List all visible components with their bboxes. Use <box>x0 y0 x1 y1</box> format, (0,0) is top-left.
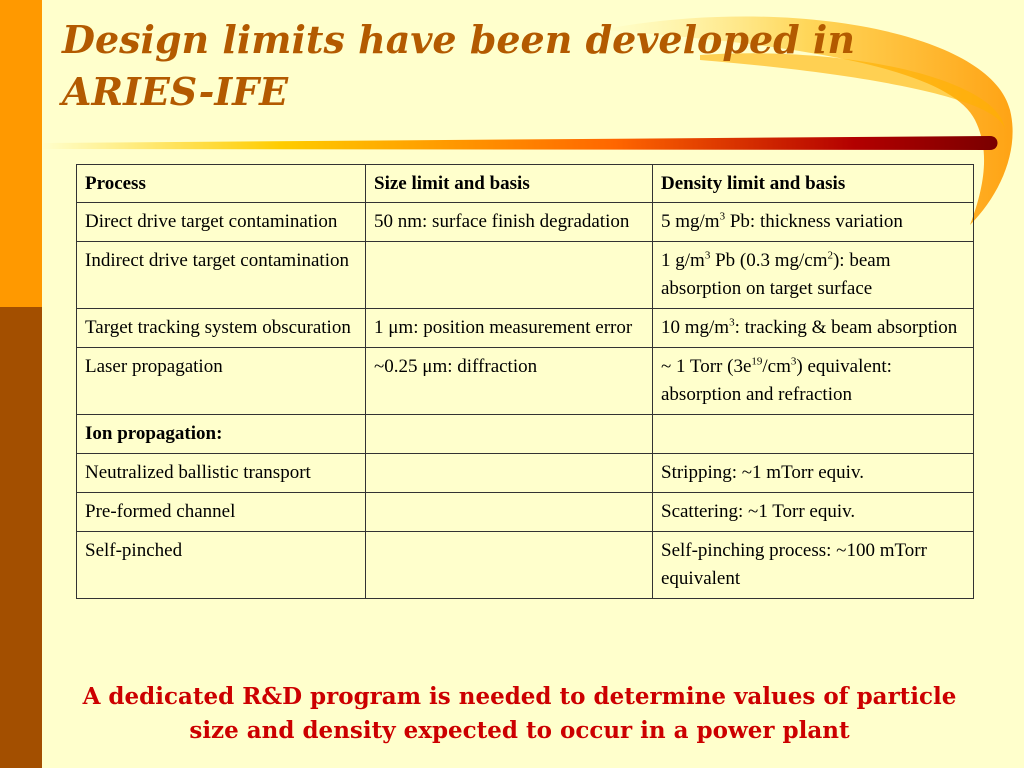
process-cell: Self-pinched <box>76 531 366 599</box>
density-limit-cell: Self-pinching process: ~100 mTorr equiva… <box>652 531 974 599</box>
density-limit-cell <box>652 414 974 454</box>
density-limit-cell: ~ 1 Torr (3e19/cm3) equivalent: absorpti… <box>652 347 974 415</box>
table-row: Pre-formed channel Scattering: ~1 Torr e… <box>76 492 974 532</box>
column-header-density-limit: Density limit and basis <box>652 164 974 203</box>
density-limit-cell: 10 mg/m3: tracking & beam absorption <box>652 308 974 348</box>
size-limit-cell <box>365 531 653 599</box>
decorative-swoosh <box>42 16 1013 225</box>
table-row: Laser propagation ~0.25 μm: diffraction … <box>76 347 974 415</box>
size-limit-cell: 50 nm: surface finish degradation <box>365 202 653 242</box>
process-cell: Indirect drive target contamination <box>76 241 366 309</box>
table-row: Neutralized ballistic transport Strippin… <box>76 453 974 493</box>
table-header-row: Process Size limit and basis Density lim… <box>76 164 974 203</box>
table-row-section-header: Ion propagation: <box>76 414 974 454</box>
size-limit-cell <box>365 453 653 493</box>
size-limit-cell <box>365 241 653 309</box>
column-header-size-limit: Size limit and basis <box>365 164 653 203</box>
design-limits-table: Process Size limit and basis Density lim… <box>76 164 974 599</box>
table-row: Target tracking system obscuration 1 μm:… <box>76 308 974 348</box>
process-cell: Direct drive target contamination <box>76 202 366 242</box>
process-cell: Laser propagation <box>76 347 366 415</box>
left-accent-bar-brown <box>0 307 42 768</box>
column-header-process: Process <box>76 164 366 203</box>
density-limit-cell: 1 g/m3 Pb (0.3 mg/cm2): beam absorption … <box>652 241 974 309</box>
table-row: Indirect drive target contamination 1 g/… <box>76 241 974 309</box>
density-limit-cell: Stripping: ~1 mTorr equiv. <box>652 453 974 493</box>
size-limit-cell: ~0.25 μm: diffraction <box>365 347 653 415</box>
process-cell: Ion propagation: <box>76 414 366 454</box>
rnd-program-note: A dedicated R&D program is needed to det… <box>82 683 957 744</box>
process-cell: Target tracking system obscuration <box>76 308 366 348</box>
slide-title: Design limits have been developed in ARI… <box>62 17 855 114</box>
table-row: Direct drive target contamination 50 nm:… <box>76 202 974 242</box>
process-cell: Neutralized ballistic transport <box>76 453 366 493</box>
density-limit-cell: 5 mg/m3 Pb: thickness variation <box>652 202 974 242</box>
density-limit-cell: Scattering: ~1 Torr equiv. <box>652 492 974 532</box>
table-row: Self-pinched Self-pinching process: ~100… <box>76 531 974 599</box>
size-limit-cell <box>365 414 653 454</box>
left-accent-bar-orange <box>0 0 42 307</box>
size-limit-cell: 1 μm: position measurement error <box>365 308 653 348</box>
process-cell: Pre-formed channel <box>76 492 366 532</box>
size-limit-cell <box>365 492 653 532</box>
